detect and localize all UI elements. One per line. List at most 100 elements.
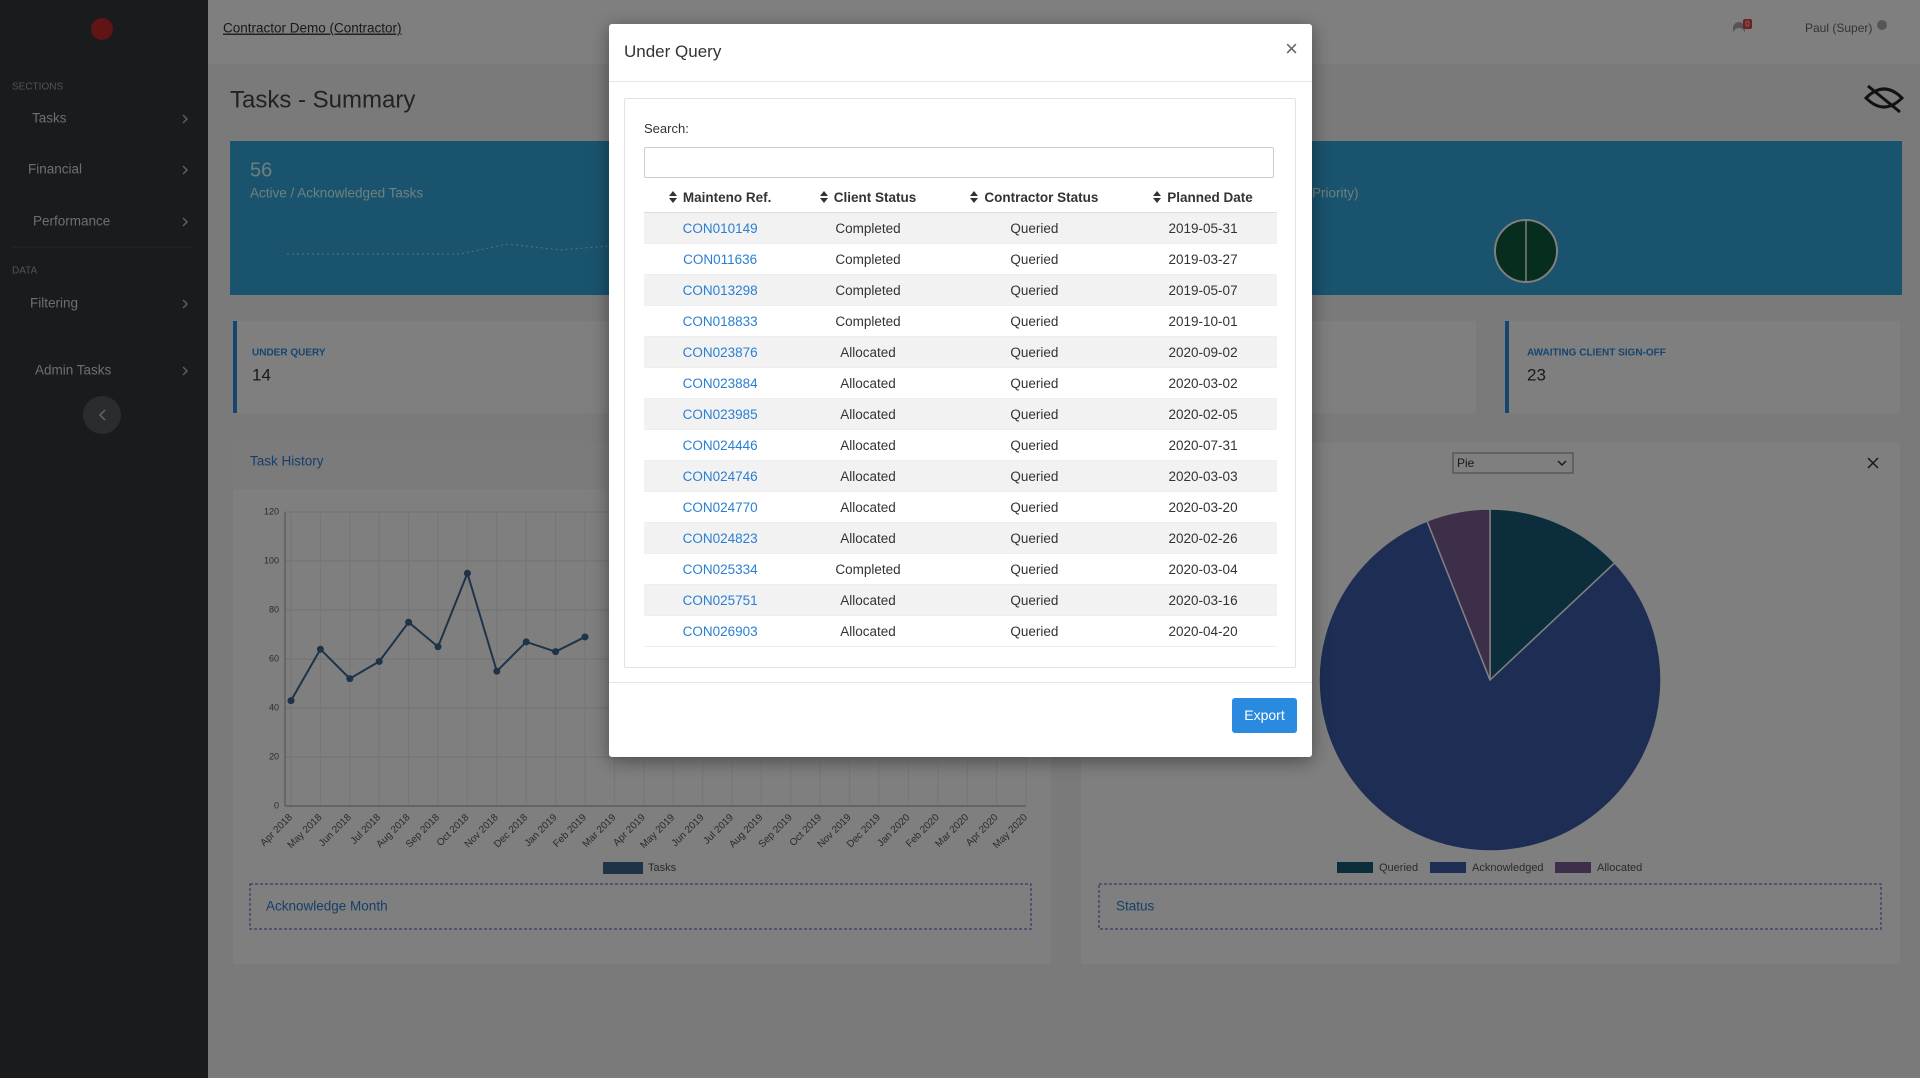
column-title: Contractor Status	[984, 190, 1099, 205]
export-button[interactable]: Export	[1232, 698, 1297, 733]
table-row: CON026903 Allocated Queried 2020-04-20	[644, 615, 1277, 647]
ref-link[interactable]: CON025751	[682, 592, 758, 608]
table-cell: Completed	[796, 243, 940, 275]
cell-text: 2020-07-31	[1168, 437, 1238, 453]
table-row: CON023876 Allocated Queried 2020-09-02	[644, 336, 1277, 368]
column-header[interactable]: Planned Date	[1129, 183, 1277, 213]
modal-footer	[609, 682, 1312, 683]
table-cell: Queried	[939, 336, 1130, 368]
ref-link[interactable]: CON023985	[682, 406, 758, 422]
cell-text: Queried	[1010, 499, 1059, 515]
table-cell: Allocated	[796, 491, 940, 523]
ref-link[interactable]: CON026903	[682, 623, 758, 639]
table-cell: CON018833	[644, 305, 797, 337]
modal: Under Query × Search: Mainteno Ref. Clien…	[609, 24, 1312, 757]
table-cell: Queried	[939, 553, 1130, 585]
table-cell: 2020-04-20	[1129, 615, 1277, 647]
table-row: CON010149 Completed Queried 2019-05-31	[644, 212, 1277, 244]
cell-text: Completed	[835, 313, 901, 329]
ref-link[interactable]: CON023876	[682, 344, 758, 360]
cell-text: 2020-03-20	[1168, 499, 1238, 515]
table-row: CON024770 Allocated Queried 2020-03-20	[644, 491, 1277, 523]
table-cell: 2020-03-03	[1129, 460, 1277, 492]
ref-link[interactable]: CON018833	[682, 313, 758, 329]
sort-icon	[668, 191, 677, 203]
table-row: CON024746 Allocated Queried 2020-03-03	[644, 460, 1277, 492]
table-cell: Queried	[939, 212, 1130, 244]
cell-text: Allocated	[840, 406, 896, 422]
column-header[interactable]: Contractor Status	[939, 183, 1130, 213]
table-body: CON010149 Completed Queried 2019-05-31 CON01…	[644, 212, 1277, 647]
cell-text: Queried	[1010, 623, 1059, 639]
table-cell: Completed	[796, 274, 940, 306]
table-cell: 2020-09-02	[1129, 336, 1277, 368]
table-cell: Queried	[939, 367, 1130, 399]
cell-text: Queried	[1010, 251, 1059, 267]
cell-text: Allocated	[840, 344, 896, 360]
table-cell: CON026903	[644, 615, 797, 647]
ref-link[interactable]: CON024770	[682, 499, 758, 515]
column-header[interactable]: Mainteno Ref.	[644, 183, 797, 213]
table-cell: Completed	[796, 553, 940, 585]
ref-link[interactable]: CON024746	[682, 468, 758, 484]
cell-text: Allocated	[840, 592, 896, 608]
table-cell: 2020-03-02	[1129, 367, 1277, 399]
cell-text: Completed	[835, 561, 901, 577]
ref-link[interactable]: CON010149	[682, 220, 758, 236]
search-input[interactable]	[644, 147, 1274, 178]
table-row: CON018833 Completed Queried 2019-10-01	[644, 305, 1277, 337]
header-row: Mainteno Ref. Client Status Contractor Sta…	[644, 183, 1277, 213]
table-cell: Allocated	[796, 584, 940, 616]
table-cell: Queried	[939, 243, 1130, 275]
table-row: CON024446 Allocated Queried 2020-07-31	[644, 429, 1277, 461]
cell-text: Queried	[1010, 313, 1059, 329]
table-row: CON025334 Completed Queried 2020-03-04	[644, 553, 1277, 585]
column-title: Client Status	[833, 190, 917, 205]
column-title: Planned Date	[1167, 190, 1253, 205]
ref-link[interactable]: CON023884	[682, 375, 758, 391]
ref-link[interactable]: CON011636	[683, 251, 758, 267]
table-cell: Queried	[939, 615, 1130, 647]
column-title: Mainteno Ref.	[682, 190, 772, 205]
table-cell: Completed	[796, 212, 940, 244]
cell-text: Allocated	[840, 375, 896, 391]
cell-text: Allocated	[840, 530, 896, 546]
cell-text: 2020-03-04	[1168, 561, 1238, 577]
table-cell: Queried	[939, 584, 1130, 616]
cell-text: Completed	[835, 282, 901, 298]
cell-text: 2019-05-07	[1168, 282, 1238, 298]
cell-text: Queried	[1010, 375, 1059, 391]
table-cell: Allocated	[796, 398, 940, 430]
cell-text: 2019-10-01	[1168, 313, 1238, 329]
table-row: CON025751 Allocated Queried 2020-03-16	[644, 584, 1277, 616]
table-cell: CON024823	[644, 522, 797, 554]
sort-icon	[819, 191, 828, 203]
cell-text: Queried	[1010, 468, 1059, 484]
table-cell: 2020-02-26	[1129, 522, 1277, 554]
cell-text: Queried	[1010, 282, 1059, 298]
table-cell: Queried	[939, 274, 1130, 306]
cell-text: Completed	[835, 220, 901, 236]
cell-text: Queried	[1010, 530, 1059, 546]
cell-text: 2020-04-20	[1168, 623, 1238, 639]
ref-link[interactable]: CON013298	[682, 282, 758, 298]
table-cell: CON025334	[644, 553, 797, 585]
cell-text: 2020-02-26	[1168, 530, 1238, 546]
ref-link[interactable]: CON024823	[682, 530, 758, 546]
ref-link[interactable]: CON024446	[682, 437, 758, 453]
column-header[interactable]: Client Status	[796, 183, 940, 213]
ref-link[interactable]: CON025334	[682, 561, 758, 577]
table-cell: Queried	[939, 522, 1130, 554]
table-row: CON023985 Allocated Queried 2020-02-05	[644, 398, 1277, 430]
cell-text: Queried	[1010, 561, 1059, 577]
table-cell: Queried	[939, 398, 1130, 430]
table-cell: 2020-03-16	[1129, 584, 1277, 616]
table-cell: 2019-05-07	[1129, 274, 1277, 306]
table-row: CON023884 Allocated Queried 2020-03-02	[644, 367, 1277, 399]
table-cell: Allocated	[796, 522, 940, 554]
table-cell: 2020-07-31	[1129, 429, 1277, 461]
cell-text: Allocated	[840, 499, 896, 515]
close-button[interactable]: ×	[1285, 36, 1298, 61]
table-cell: Queried	[939, 305, 1130, 337]
table-container: Search: Mainteno Ref. Client Status Contra…	[624, 98, 1296, 668]
